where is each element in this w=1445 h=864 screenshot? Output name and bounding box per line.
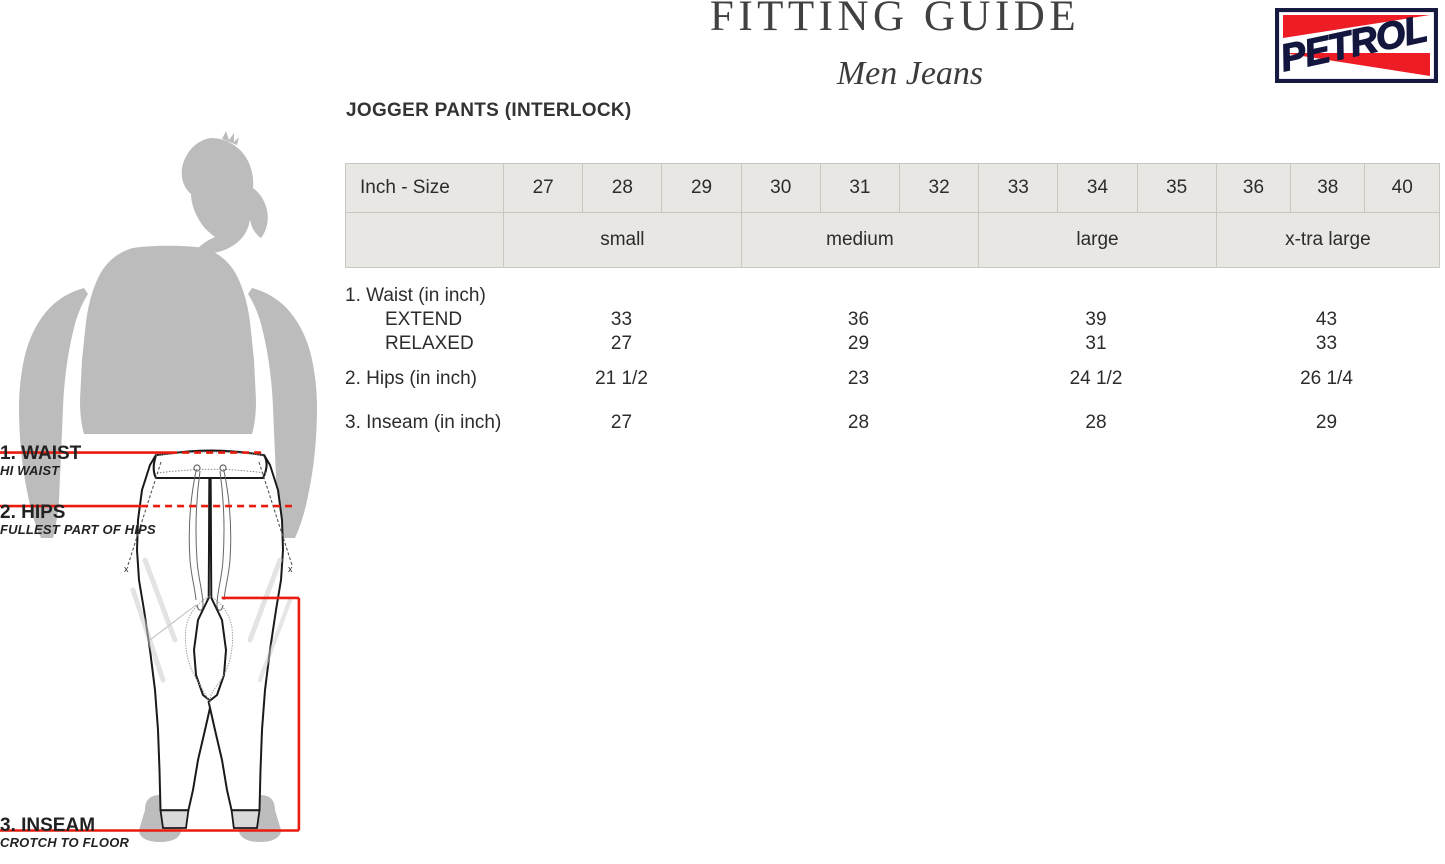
svg-text:x: x <box>124 564 129 574</box>
svg-text:x: x <box>288 564 293 574</box>
